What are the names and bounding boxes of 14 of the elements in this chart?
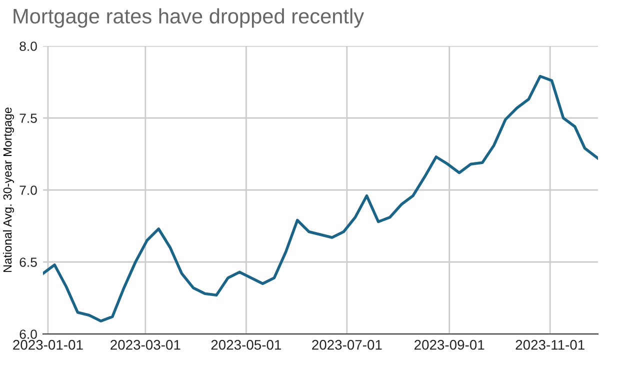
y-tick-label: 7.5 <box>20 114 37 123</box>
y-tick-label: 6.5 <box>20 258 37 267</box>
line-series <box>43 74 598 322</box>
y-tick-label: 7.0 <box>20 186 37 195</box>
chart-title: Mortgage rates have dropped recently <box>14 8 364 28</box>
x-tick-label: 2023-07-01 <box>312 340 382 350</box>
x-tick-label: 2023-11-01 <box>516 340 584 350</box>
y-tick-label: 6.0 <box>20 330 37 339</box>
y-tick-label: 8.0 <box>20 42 37 51</box>
y-axis-title: National Avg. 30-year Mortgage <box>2 108 14 272</box>
x-tick-label: 2023-05-01 <box>211 340 282 350</box>
x-tick-label: 2023-09-01 <box>414 340 484 350</box>
x-tick-label: 2023-01-01 <box>13 340 83 350</box>
x-tick-label: 2023-03-01 <box>110 340 180 350</box>
